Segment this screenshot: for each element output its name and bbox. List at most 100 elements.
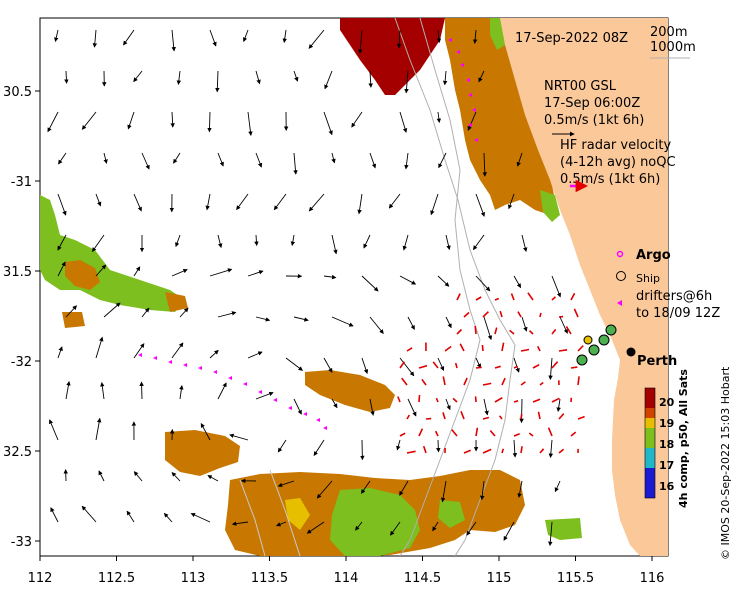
- drifters-label-1: drifters@6h: [636, 289, 712, 304]
- colorbar: 20 19 18 17 16 4h comp, p50, All Sats: [644, 369, 690, 508]
- colorbar-swatch-17: [645, 448, 655, 468]
- hf-radar-arrow: [498, 415, 503, 420]
- model-current-arrow: [445, 234, 451, 251]
- argo-legend-marker: [616, 250, 624, 258]
- colorbar-tick-label: 20: [659, 396, 675, 409]
- hf-radar-arrow: [399, 432, 406, 437]
- credit-text: © IMOS 20-Sep-2022 15:03 Hobart: [719, 366, 732, 560]
- hf-radar-arrow: [501, 342, 505, 352]
- model-current-arrow: [368, 70, 373, 88]
- perth-marker: [626, 347, 636, 357]
- hf-radar-arrow: [451, 429, 458, 437]
- model-current-arrow: [92, 29, 98, 48]
- model-current-arrow: [133, 193, 142, 212]
- model-current-arrow: [57, 346, 63, 359]
- model-current-arrow: [293, 70, 299, 82]
- hf-radar-arrow: [532, 398, 541, 403]
- isobath-200m: [394, 18, 516, 556]
- hf-radar-arrow: [494, 297, 500, 301]
- model-current-arrow: [361, 357, 369, 375]
- hf-radar-arrow: [475, 366, 482, 369]
- hf-radar-arrow: [482, 416, 490, 420]
- isobath-1000m-label: 1000m: [650, 40, 696, 55]
- hf-radar-arrow: [418, 364, 428, 369]
- model-current-arrow: [242, 29, 249, 43]
- model-current-arrow: [399, 111, 408, 133]
- drifter-point: [448, 38, 452, 42]
- model-current-arrow: [507, 193, 515, 210]
- drifter-point: [198, 366, 202, 370]
- model-current-arrow: [432, 521, 439, 532]
- model-current-arrow: [323, 274, 337, 280]
- model-current-arrow: [399, 480, 409, 496]
- model-current-arrow: [179, 384, 184, 400]
- hf-radar-arrows: [397, 292, 585, 454]
- hf-radar-arrow: [401, 377, 408, 386]
- hf-radar-arrow: [475, 296, 482, 301]
- sst-patch-west-orange-2: [165, 292, 188, 312]
- model-current-arrow: [123, 29, 135, 46]
- sst-patch-north-coast-green: [490, 18, 505, 50]
- drifter-point: [468, 123, 472, 127]
- hf-radar-arrow: [547, 427, 553, 437]
- model-current-arrow: [254, 234, 259, 247]
- model-current-arrow: [81, 505, 97, 523]
- model-current-arrow: [126, 510, 135, 523]
- model-current-arrow: [255, 391, 274, 400]
- hf-radar-arrow: [551, 296, 557, 301]
- model-current-arrow: [133, 471, 143, 482]
- hf-radar-arrow: [456, 293, 461, 301]
- model-current-arrow: [475, 357, 481, 369]
- hf-radar-arrow: [537, 411, 541, 420]
- hf-radar-arrow: [442, 376, 446, 386]
- model-current-arrow: [285, 357, 303, 371]
- model-current-arrow: [255, 70, 261, 85]
- drifter-point: [468, 93, 472, 97]
- model-current-arrow: [436, 439, 441, 453]
- model-current-arrow: [217, 382, 227, 400]
- isobath-1000m: [399, 18, 481, 556]
- model-current-arrow: [293, 398, 302, 415]
- model-current-arrow: [355, 521, 363, 531]
- model-current-arrow: [217, 311, 237, 318]
- model-current-arrow: [404, 70, 409, 94]
- model-current-arrow: [57, 193, 67, 216]
- hf-radar-arrow: [510, 293, 515, 301]
- drifter-point: [456, 50, 460, 54]
- model-current-arrow: [179, 307, 189, 318]
- drifter-point: [228, 376, 232, 380]
- drifter-point: [316, 418, 320, 422]
- x-tick-label: 116: [640, 571, 665, 586]
- model-current-arrow: [472, 29, 478, 44]
- hf-radar-arrow: [452, 397, 458, 403]
- model-current-arrow: [316, 480, 333, 499]
- model-current-arrow: [247, 270, 264, 277]
- drifter-tracks: [138, 38, 478, 430]
- model-current-arrow: [277, 439, 287, 453]
- model-current-arrow: [323, 111, 333, 136]
- model-current-arrow: [407, 316, 415, 330]
- model-current-arrow: [217, 152, 224, 167]
- hf-radar-arrow: [517, 311, 522, 318]
- model-current-arrow: [171, 268, 188, 277]
- sst-patch-south-green: [330, 488, 420, 556]
- model-current-arrow: [313, 439, 325, 457]
- model-current-arrow: [65, 305, 78, 318]
- model-current-arrow: [442, 70, 448, 86]
- model-current-arrow: [133, 343, 145, 359]
- sst-patch-west-orange: [65, 260, 100, 290]
- hf-radar-arrow: [513, 365, 519, 369]
- hf-radar-arrow: [406, 450, 416, 454]
- model-current-arrow: [57, 234, 67, 251]
- hf-radar-arrow: [482, 448, 492, 454]
- hf-radar-arrow: [459, 343, 465, 352]
- model-current-arrow: [48, 419, 59, 441]
- model-current-arrow: [133, 70, 143, 83]
- land: [500, 18, 668, 556]
- hf-radar-arrow: [513, 400, 519, 403]
- model-current-arrow: [255, 152, 263, 168]
- model-current-arrow: [209, 29, 217, 47]
- model-current-arrow: [404, 152, 409, 170]
- hf-radar-arrow: [444, 345, 452, 352]
- hf-label-1: HF radar velocity: [560, 138, 672, 153]
